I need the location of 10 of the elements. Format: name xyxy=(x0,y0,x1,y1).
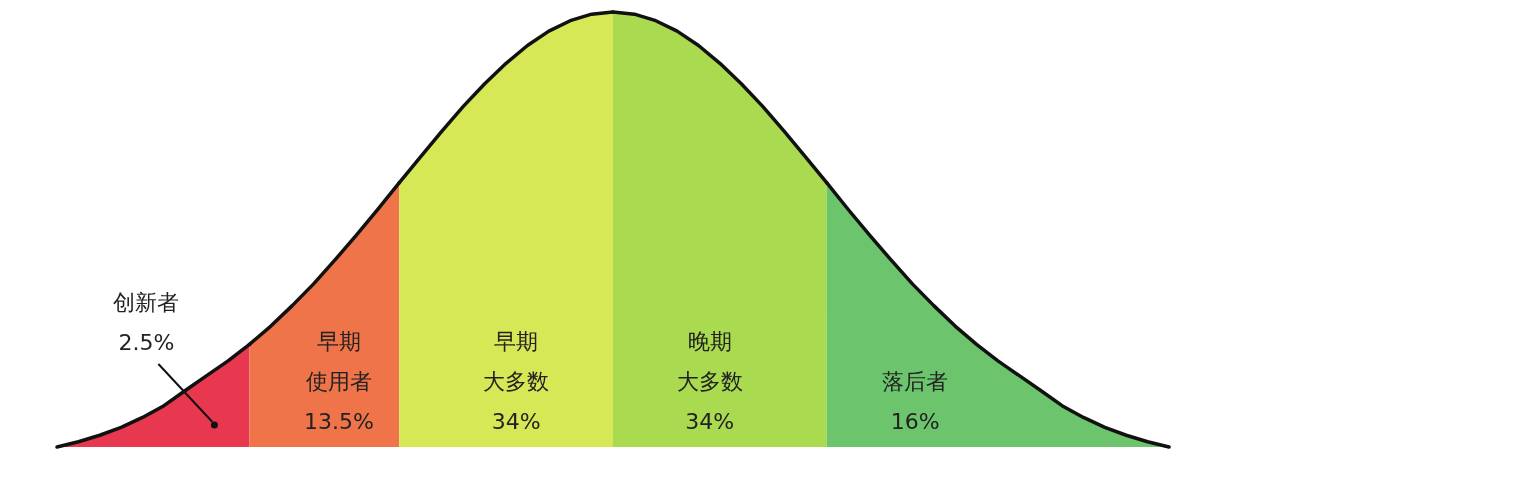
annotation: 2.5% xyxy=(118,330,175,355)
text: 创新者 xyxy=(113,290,180,315)
series-label: 早期使用者 xyxy=(305,329,372,394)
annotation: 34% xyxy=(491,409,541,434)
series-label: 落后者 xyxy=(882,369,949,394)
annotation: 34% xyxy=(685,409,735,434)
series-label: 早期大多数 xyxy=(483,329,550,394)
annotation: 13.5% xyxy=(303,409,374,434)
series-label: 晚期大多数 xyxy=(676,329,743,394)
annotation: 16% xyxy=(890,409,940,434)
